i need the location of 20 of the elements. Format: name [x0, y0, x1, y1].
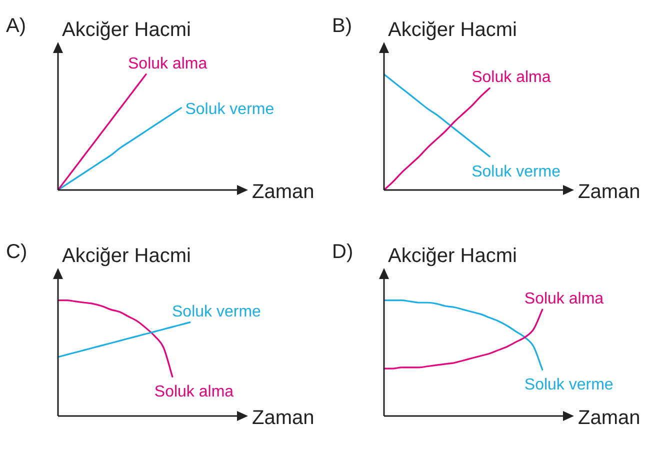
y-axis-title: Akciğer Hacmi	[388, 245, 517, 267]
y-axis-title: Akciğer Hacmi	[62, 19, 191, 41]
x-axis-title: Zaman	[578, 407, 640, 429]
series-label: Soluk verme	[172, 303, 262, 320]
series-label: Soluk alma	[154, 384, 234, 401]
series-label: Soluk alma	[128, 55, 208, 72]
chart-title: D)	[332, 241, 354, 263]
series-label: Soluk alma	[524, 290, 604, 308]
y-axis-title: Akciğer Hacmi	[388, 19, 517, 41]
series-label: Soluk verme	[185, 100, 274, 118]
x-axis-title: Zaman	[252, 407, 314, 429]
chart-title: A)	[6, 15, 26, 37]
series-label: Soluk alma	[472, 69, 551, 86]
x-axis-title: Zaman	[578, 181, 640, 203]
series-label: Soluk verme	[472, 163, 561, 180]
series-label: Soluk verme	[524, 376, 614, 394]
y-axis-title: Akciğer Hacmi	[62, 245, 191, 267]
x-axis-title: Zaman	[252, 181, 314, 203]
chart-title: B)	[332, 15, 352, 37]
chart-title: C)	[6, 241, 28, 263]
